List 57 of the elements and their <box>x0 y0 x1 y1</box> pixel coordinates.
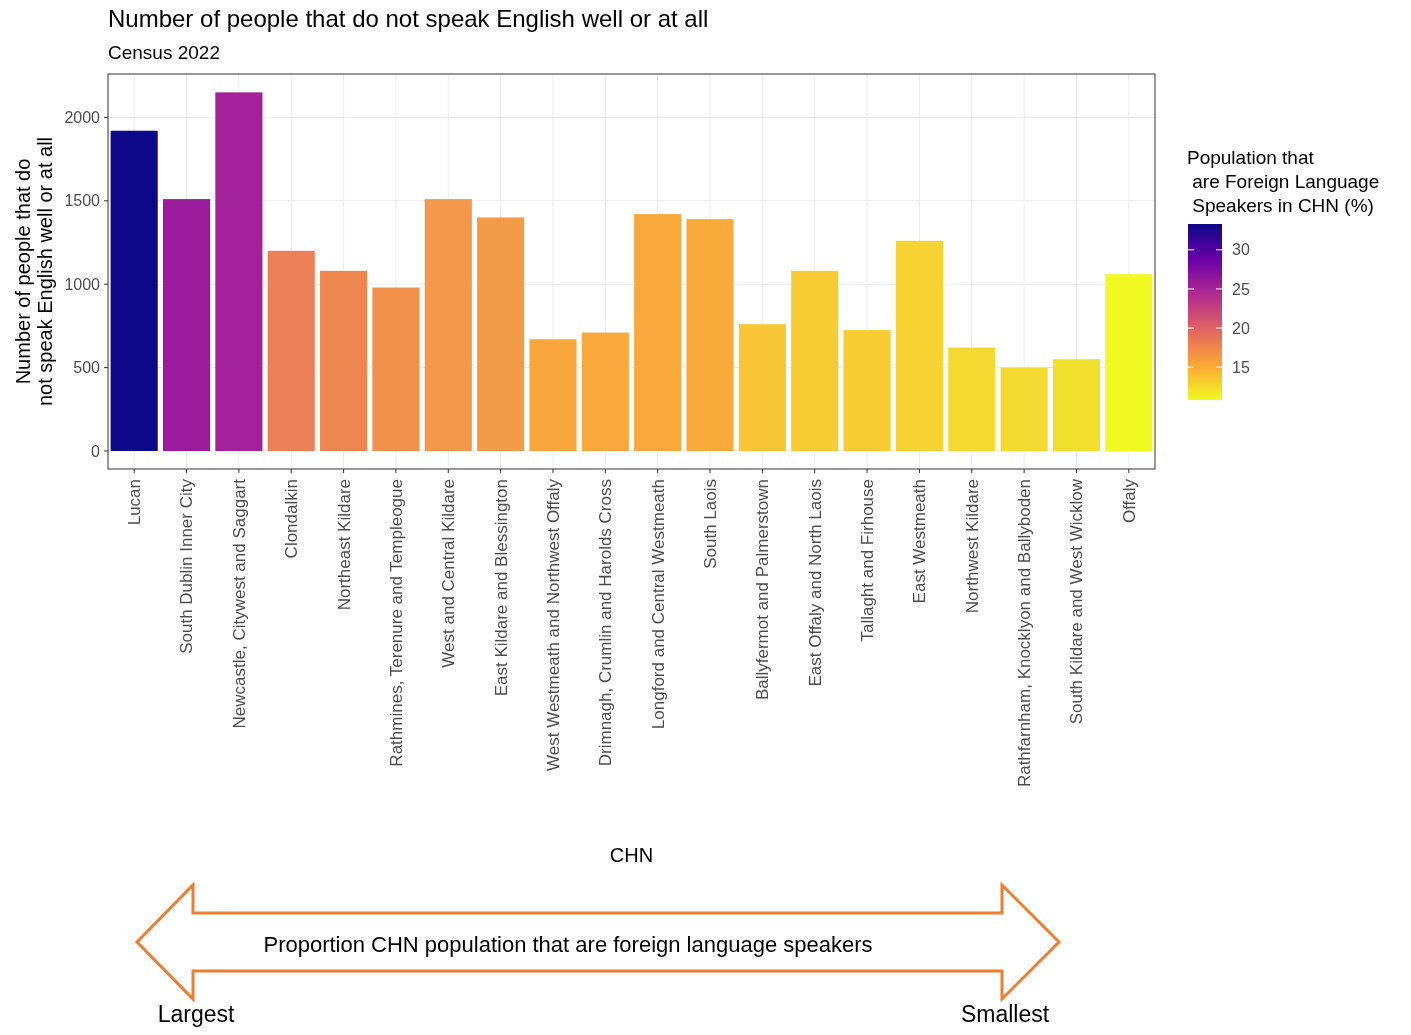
bar <box>424 199 472 451</box>
x-tick-label: South Kildare and West Wicklow <box>1067 478 1087 725</box>
x-tick-label: Rathmines, Terenure and Templeogue <box>386 479 406 767</box>
bar <box>215 92 263 451</box>
text: Proportion CHN population that are foreign language speakers <box>263 931 873 957</box>
x-tick-label: Northeast Kildare <box>334 479 354 611</box>
text: Largest <box>157 1001 235 1027</box>
bar <box>1105 274 1153 451</box>
y-tick-label: 500 <box>73 359 101 377</box>
text: Smallest <box>960 1001 1050 1027</box>
bar <box>791 270 839 451</box>
x-tick-label: Longford and Central Westmeath <box>648 479 668 730</box>
x-tick-label: Newcastle, Citywest and Saggart <box>229 478 249 729</box>
color-bar-label: 20 <box>1232 319 1250 337</box>
y-tick-label: 1500 <box>64 192 101 210</box>
bar <box>843 330 891 451</box>
x-tick-label: Clondalkin <box>282 479 302 559</box>
x-tick-label: South Laois <box>700 479 720 569</box>
x-axis-title: CHN <box>609 844 654 866</box>
bar <box>1052 359 1101 451</box>
x-tick-label: Lucan <box>125 479 145 526</box>
y-axis-title: Number of people that do not speak English well or at all <box>12 136 56 407</box>
x-tick-label: Northwest Kildare <box>962 479 982 614</box>
bar <box>529 339 577 451</box>
color-bar-label: 25 <box>1232 280 1250 298</box>
x-tick-label: Drimnagh, Crumlin and Harolds Cross <box>596 479 616 767</box>
x-tick-label: East Offaly and North Laois <box>805 479 825 687</box>
bar <box>738 324 786 451</box>
color-bar-label: 15 <box>1232 358 1250 376</box>
y-tick-label: 0 <box>91 442 101 460</box>
chart-title: Number of people that do not speak English well or at all <box>108 5 709 32</box>
bar <box>895 240 943 451</box>
x-tick-label: East Westmeath <box>910 479 930 604</box>
bar <box>267 250 315 451</box>
y-tick-label: 2000 <box>64 108 101 126</box>
bar <box>477 217 525 451</box>
x-tick-label: South Dublin Inner City <box>177 478 197 654</box>
bar <box>320 270 368 451</box>
chart-subtitle: Census 2022 <box>108 42 220 63</box>
x-tick-label: Rathfarnham, Knocklyon and Ballyboden <box>1015 479 1035 788</box>
color-bar-label: 30 <box>1232 241 1250 259</box>
bar <box>581 332 629 451</box>
x-tick-label: West Westmeath and Northwest Offaly <box>543 478 563 771</box>
bar <box>110 130 158 451</box>
bar <box>948 347 996 451</box>
x-tick-label: Tallaght and Firhouse <box>858 479 878 642</box>
bar <box>1000 367 1048 451</box>
x-tick-label: Ballyfermot and Palmerstown <box>753 479 773 701</box>
bar <box>634 214 682 451</box>
x-tick-label: East Kildare and Blessington <box>491 479 511 697</box>
x-tick-label: West and Central Kildare <box>439 479 459 668</box>
bar <box>162 199 211 451</box>
bar <box>372 287 420 451</box>
x-tick-label: Offaly <box>1119 478 1139 524</box>
color-bar-title: Population that are Foreign Language Speakers in CHN (%) <box>1187 147 1380 216</box>
bar <box>686 219 734 451</box>
y-tick-label: 1000 <box>64 275 101 293</box>
